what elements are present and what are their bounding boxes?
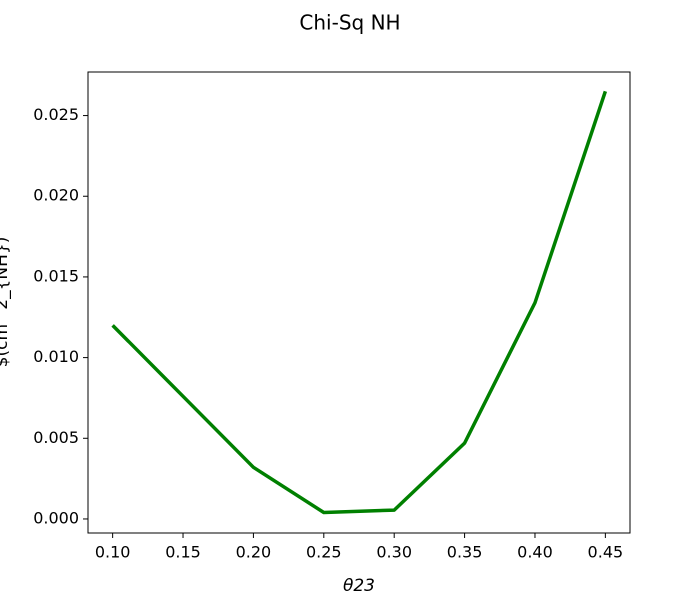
plot-frame [87,71,631,534]
x-tick-label: 0.15 [165,543,201,562]
line-series [111,90,608,515]
x-axis-label: θ23 [343,576,375,596]
x-tick-label: 0.25 [306,543,342,562]
chart-title: Chi-Sq NH [299,11,400,35]
x-tick-label: 0.35 [447,543,483,562]
y-tick-label: 0.010 [33,347,79,366]
y-tick-label: 0.005 [33,428,79,447]
y-tick-label: 0.025 [33,105,79,124]
y-tick-label: 0.020 [33,186,79,205]
y-axis-label: $(cm^2_{NH}) [0,237,12,368]
x-tick-label: 0.10 [95,543,131,562]
x-tick-label: 0.30 [376,543,412,562]
y-tick-label: 0.000 [33,508,79,527]
x-tick-label: 0.40 [517,543,553,562]
x-tick-label: 0.45 [588,543,624,562]
y-tick-label: 0.015 [33,266,79,285]
x-tick-label: 0.20 [236,543,272,562]
